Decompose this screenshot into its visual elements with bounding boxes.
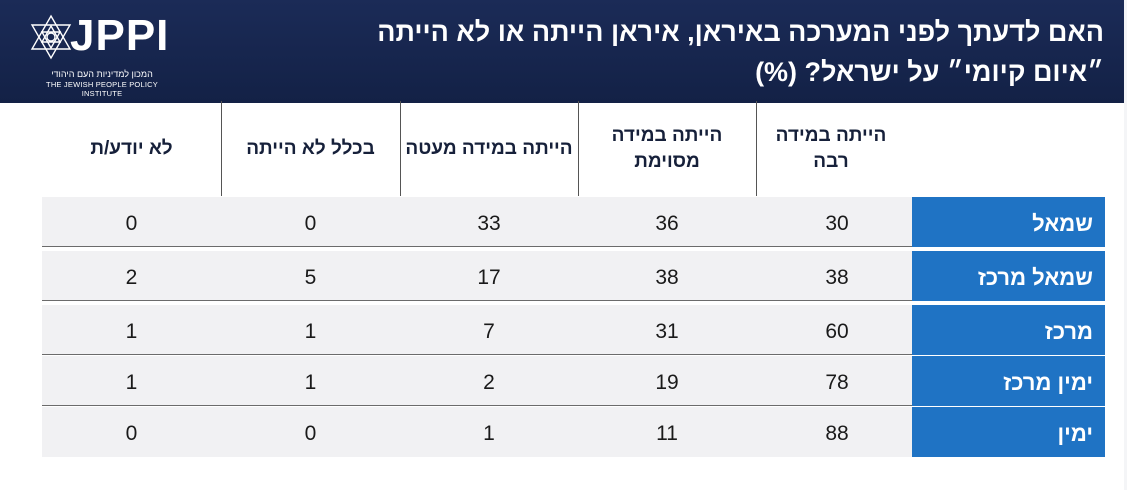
data-cell: 11 (656, 422, 678, 445)
data-cell: 19 (655, 371, 679, 394)
column-header-5: לא יודע/ת (90, 137, 173, 159)
row-label: מרכז (912, 305, 1105, 355)
logo-hebrew-name: המכון למדיניות העם היהודי (51, 69, 153, 79)
data-cell: 0 (304, 422, 317, 445)
data-cell: 38 (655, 266, 679, 289)
header-bar: האם לדעתך לפני המערכה באיראן, איראן היית… (0, 0, 1124, 103)
data-cell: 0 (304, 212, 317, 235)
row-divider (42, 405, 912, 406)
table-row: שמאל 30 36 33 0 0 (42, 197, 1105, 247)
row-divider (42, 246, 912, 247)
table-row: ימין 88 11 1 0 0 (42, 407, 1105, 457)
row-label: ימין (912, 407, 1105, 457)
star-of-david-icon (30, 14, 72, 60)
logo-wordmark: JPPI (70, 11, 170, 60)
data-cell: 36 (655, 212, 679, 235)
data-cell: 2 (125, 266, 138, 289)
row-label: שמאל (912, 197, 1105, 247)
jppi-logo: JPPI המכון למדיניות העם היהודי THE JEWIS… (28, 11, 178, 98)
data-cell: 1 (483, 422, 495, 445)
data-cell: 0 (125, 212, 138, 235)
column-divider (756, 101, 757, 196)
row-divider (42, 300, 912, 301)
row-divider (42, 354, 912, 355)
data-cell: 17 (477, 266, 501, 289)
data-cell: 1 (125, 320, 138, 343)
data-cell: 1 (304, 371, 317, 394)
data-cell: 33 (477, 212, 501, 235)
column-divider (578, 101, 579, 196)
data-cell: 1 (125, 371, 138, 394)
row-label: שמאל מרכז (912, 251, 1105, 301)
data-cell: 60 (825, 320, 849, 343)
column-header-4: בכלל לא הייתה (246, 137, 375, 159)
data-cell: 38 (825, 266, 849, 289)
row-label: ימין מרכז (912, 356, 1105, 406)
column-header-3: הייתה במידה מעטה (405, 137, 573, 159)
column-header-2: הייתה במידה מסוימת (611, 124, 723, 172)
data-cell: 1 (304, 320, 317, 343)
column-header-1: הייתה במידה רבה (775, 124, 887, 172)
column-divider (221, 101, 222, 196)
data-cell: 78 (825, 371, 849, 394)
data-cell: 31 (655, 320, 679, 343)
column-divider (400, 101, 401, 196)
logo-english-name: THE JEWISH PEOPLE POLICY INSTITUTE (46, 80, 158, 98)
data-cell: 7 (483, 320, 495, 343)
data-cell: 5 (304, 266, 317, 289)
chart-title: האם לדעתך לפני המערכה באיראן, איראן היית… (377, 17, 1104, 87)
table-row: שמאל מרכז 38 38 17 5 2 (42, 251, 1105, 301)
table-row: מרכז 60 31 7 1 1 (42, 305, 1105, 355)
data-cell: 0 (125, 422, 138, 445)
data-cell: 2 (483, 371, 495, 394)
table-row: ימין מרכז 78 19 2 1 1 (42, 356, 1105, 406)
data-cell: 88 (825, 422, 849, 445)
data-cell: 30 (825, 212, 849, 235)
